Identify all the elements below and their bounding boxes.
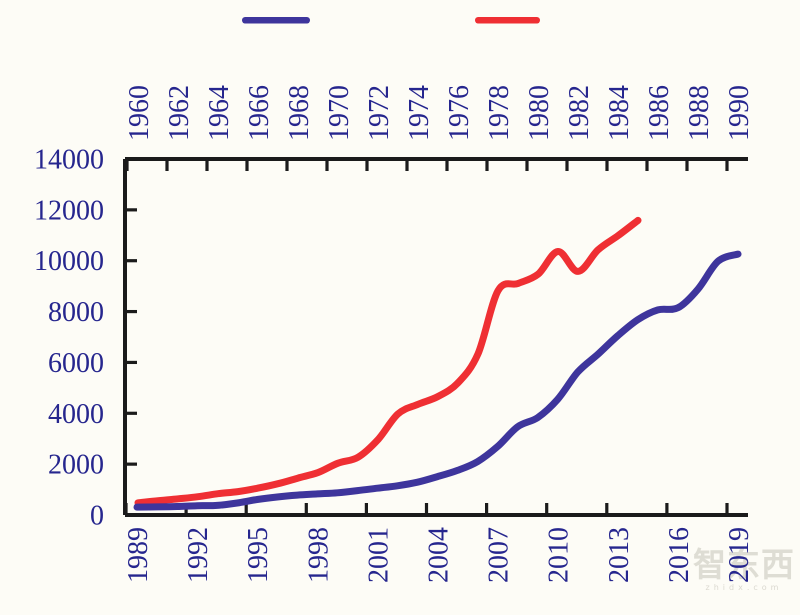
top-axis-label: 1966	[244, 85, 275, 141]
bottom-axis-label: 2010	[544, 527, 575, 583]
bottom-axis-label: 1998	[303, 527, 334, 583]
top-axis-label: 1970	[324, 85, 355, 141]
top-axis-label: 1990	[724, 85, 755, 141]
y-axis-label: 10000	[34, 246, 104, 277]
bottom-axis-label: 2007	[484, 527, 515, 583]
top-axis-label: 1962	[164, 85, 195, 141]
y-axis-label: 12000	[34, 195, 104, 226]
top-axis-label: 1980	[524, 85, 555, 141]
bottom-axis-label: 2016	[664, 527, 695, 583]
legend-blue-series-swatch	[242, 17, 310, 24]
bottom-axis-label: 2013	[604, 527, 635, 583]
top-axis-label: 1976	[444, 85, 475, 141]
bottom-axis-label: 1995	[243, 527, 274, 583]
top-axis-label: 1974	[404, 85, 435, 141]
watermark-subtext: zhidx.com	[705, 583, 783, 592]
watermark-logo-text: 智东西	[693, 545, 795, 584]
y-axis-label: 0	[90, 501, 104, 532]
series-blue-line-bottom-axis	[133, 250, 742, 511]
series-red-line-top-axis	[134, 216, 642, 507]
watermark: 智东西 zhidx.com	[688, 548, 800, 592]
bottom-axis-label: 1989	[123, 527, 154, 583]
top-axis-label: 1978	[484, 85, 515, 141]
axis-frame	[123, 157, 748, 517]
bottom-axis-label: 1992	[183, 527, 214, 583]
top-axis-label: 1968	[284, 85, 315, 141]
y-axis-label: 2000	[48, 450, 104, 481]
legend-red-series-swatch	[475, 17, 540, 24]
top-axis-label: 1964	[204, 85, 235, 141]
y-axis-label: 4000	[48, 399, 104, 430]
top-axis-label: 1972	[364, 85, 395, 141]
top-axis-label: 1986	[644, 85, 675, 141]
y-axis-label: 14000	[34, 145, 104, 176]
y-axis-label: 6000	[48, 348, 104, 379]
top-axis-label: 1988	[684, 85, 715, 141]
bottom-axis-label: 2004	[424, 527, 455, 583]
y-axis-label: 8000	[48, 297, 104, 328]
bottom-axis-label: 2001	[363, 527, 394, 583]
top-axis-label: 1982	[564, 85, 595, 141]
bottom-axis-label: 2019	[724, 527, 755, 583]
top-axis-label: 1984	[604, 85, 635, 141]
top-axis-label: 1960	[124, 85, 155, 141]
